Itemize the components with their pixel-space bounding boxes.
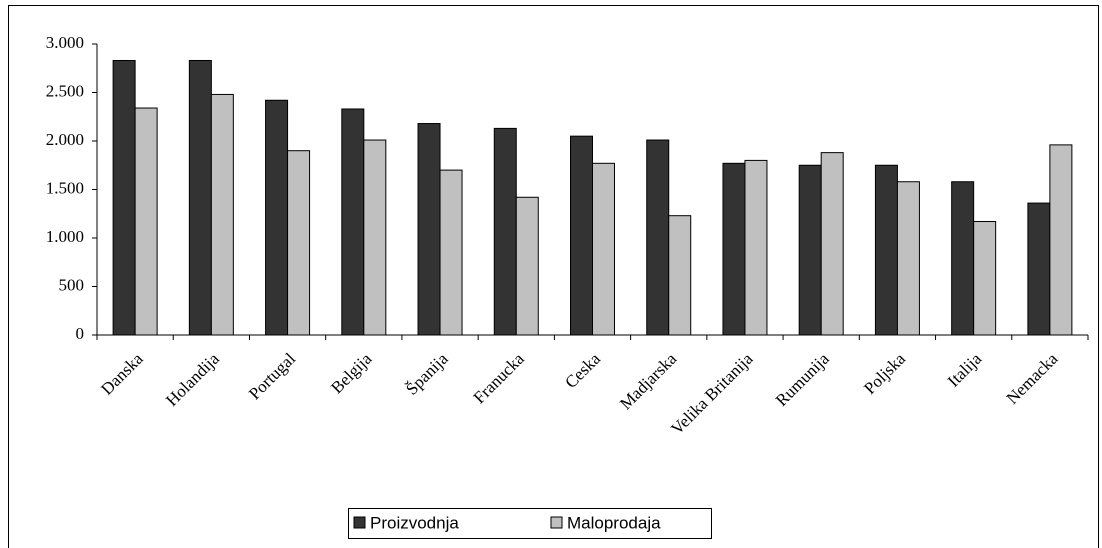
- y-tick-label: 2.500: [46, 81, 84, 100]
- legend-swatch: [353, 516, 366, 529]
- bar: [112, 59, 136, 336]
- legend-label: Proizvodnja: [370, 513, 459, 532]
- bar: [874, 164, 898, 336]
- bar: [363, 139, 387, 336]
- bar: [646, 139, 670, 336]
- bar: [973, 221, 997, 336]
- bar: [820, 152, 844, 336]
- y-tick-label: 1.000: [46, 227, 84, 246]
- bar: [798, 164, 822, 336]
- bar: [493, 127, 517, 336]
- bar: [592, 162, 615, 336]
- bar: [744, 159, 768, 336]
- bar: [570, 135, 593, 336]
- bar: [668, 215, 692, 336]
- legend-swatch: [550, 516, 563, 529]
- bar: [417, 123, 441, 336]
- bar: [439, 169, 463, 336]
- bar: [896, 181, 920, 336]
- bar: [1027, 202, 1051, 336]
- bar: [951, 181, 975, 336]
- bar: [188, 59, 212, 336]
- y-tick-label: 0: [76, 324, 85, 343]
- bar: [1049, 144, 1073, 336]
- bar: [341, 108, 365, 336]
- y-tick-label: 500: [59, 275, 85, 294]
- y-tick-label: 1.500: [46, 178, 84, 197]
- y-tick-label: 3.000: [46, 33, 84, 52]
- chart-border: [8, 5, 1099, 548]
- bar: [134, 107, 158, 336]
- legend-box: [348, 508, 712, 539]
- bar: [287, 150, 311, 336]
- y-tick-label: 2.000: [46, 130, 84, 149]
- bar: [210, 93, 234, 336]
- bar: [722, 162, 746, 336]
- legend-label: Maloprodaja: [567, 513, 661, 532]
- bar: [265, 99, 289, 336]
- bar: [515, 196, 539, 336]
